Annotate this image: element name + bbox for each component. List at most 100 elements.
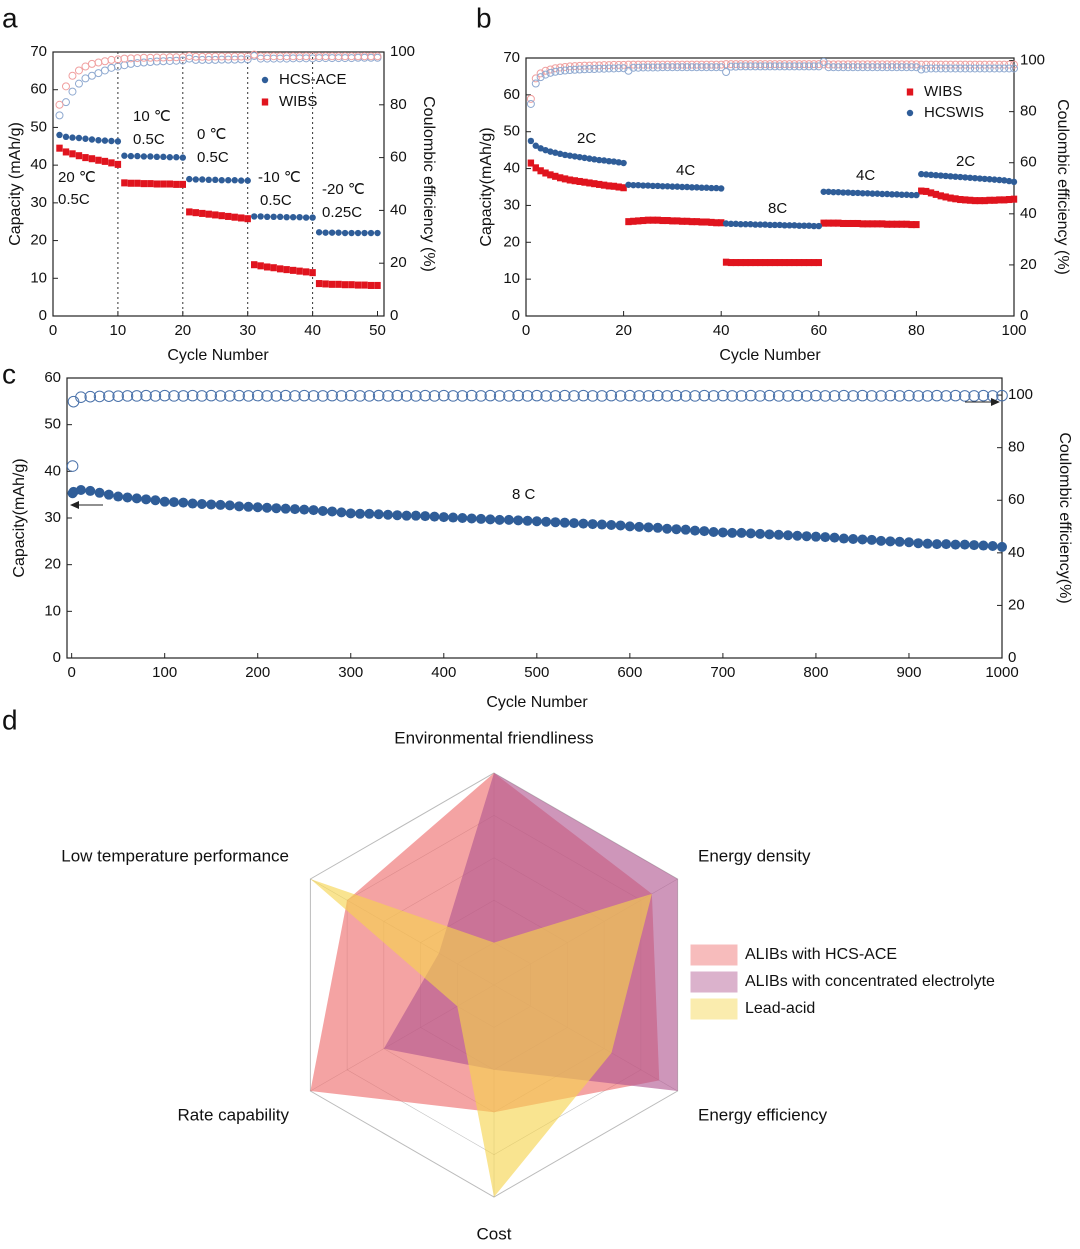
data-open-circle — [946, 60, 955, 69]
data-open-circle — [766, 60, 774, 69]
data-square — [678, 217, 686, 225]
data-open-circle — [751, 60, 760, 69]
data-square — [212, 211, 219, 219]
data-point — [630, 181, 637, 189]
data-point — [883, 190, 891, 198]
data-point — [231, 177, 238, 184]
data-open-circle — [863, 63, 872, 72]
data-point — [122, 492, 133, 503]
y2-tick-label: 80 — [390, 96, 407, 113]
data-open-circle — [651, 389, 664, 402]
data-point — [649, 182, 657, 190]
data-open-circle — [912, 390, 925, 402]
y2-tick-label: 0 — [1008, 649, 1016, 666]
data-open-circle — [159, 53, 168, 62]
data-point — [610, 158, 618, 165]
y-tick-label: 10 — [30, 269, 47, 286]
data-point — [962, 174, 969, 181]
data-point — [335, 229, 342, 236]
data-open-circle — [741, 60, 750, 69]
data-open-circle — [931, 64, 940, 73]
data-point — [587, 519, 598, 530]
plot-frame — [525, 57, 1015, 317]
data-square — [192, 209, 199, 217]
x-tick-label: 40 — [304, 322, 321, 339]
data-point — [736, 527, 747, 538]
data-open-circle — [966, 64, 975, 73]
data-point — [849, 189, 857, 197]
x-tick-label: 100 — [1001, 322, 1026, 339]
data-point — [532, 142, 539, 149]
data-point — [364, 508, 375, 519]
data-point — [857, 534, 868, 545]
data-open-circle — [373, 53, 382, 62]
data-open-circle — [1005, 64, 1014, 73]
annotation: 8 C — [512, 486, 536, 503]
data-point — [800, 222, 808, 229]
data-square — [225, 212, 232, 220]
data-point — [114, 138, 122, 145]
data-point — [166, 154, 174, 161]
data-open-circle — [940, 390, 952, 402]
data-open-circle — [585, 64, 594, 73]
data-point — [134, 152, 141, 160]
data-open-circle — [81, 62, 90, 71]
data-open-circle — [372, 389, 385, 402]
data-open-circle — [977, 389, 990, 402]
y2-tick-label: 100 — [1008, 386, 1033, 403]
data-open-circle — [766, 62, 774, 71]
data-open-circle — [847, 390, 859, 402]
data-point — [931, 539, 942, 550]
data-open-circle — [858, 63, 867, 72]
data-open-circle — [780, 62, 789, 71]
data-point — [708, 527, 719, 537]
data-open-circle — [503, 390, 515, 402]
data-square — [898, 220, 905, 228]
data-square — [757, 259, 764, 267]
data-point — [531, 516, 542, 527]
data-open-circle — [791, 389, 804, 402]
data-open-circle — [995, 60, 1004, 69]
data-open-circle — [931, 60, 940, 69]
data-point — [866, 534, 877, 545]
data-square — [869, 220, 876, 228]
data-point — [708, 184, 715, 192]
legend-swatch — [689, 997, 739, 1021]
data-square — [986, 196, 993, 204]
data-open-circle — [531, 74, 540, 83]
data-open-circle — [907, 63, 916, 72]
data-square — [635, 217, 642, 225]
data-square — [62, 148, 70, 156]
data-square — [134, 179, 141, 187]
data-square — [991, 196, 998, 204]
y2-tick-label: 100 — [1020, 52, 1045, 69]
legend-label: ALIBs with HCS-ACE — [745, 946, 897, 963]
radar-axis-label: Low temperature performance — [61, 846, 289, 865]
data-point — [615, 520, 626, 531]
data-point — [761, 221, 769, 228]
data-open-circle — [782, 390, 794, 402]
data-open-circle — [717, 60, 726, 69]
data-square — [270, 264, 277, 272]
annotation: 0.5C — [133, 131, 165, 148]
data-point — [75, 134, 83, 142]
data-open-circle — [839, 63, 848, 72]
data-point — [429, 511, 440, 522]
data-open-circle — [912, 63, 921, 72]
data-open-circle — [903, 389, 915, 402]
data-square — [552, 172, 559, 180]
legend-label: HCSWIS — [924, 104, 984, 121]
data-open-circle — [168, 390, 180, 402]
data-open-circle — [707, 60, 716, 69]
data-open-circle — [692, 63, 701, 72]
data-open-circle — [191, 55, 200, 64]
data-point — [367, 229, 375, 237]
y-tick-label: 30 — [503, 196, 520, 213]
data-square — [786, 259, 793, 267]
data-open-circle — [270, 390, 283, 402]
annotation: 4C — [676, 162, 695, 179]
data-open-circle — [224, 55, 233, 64]
data-point — [838, 533, 849, 544]
data-open-circle — [902, 63, 911, 72]
data-point — [810, 222, 818, 230]
